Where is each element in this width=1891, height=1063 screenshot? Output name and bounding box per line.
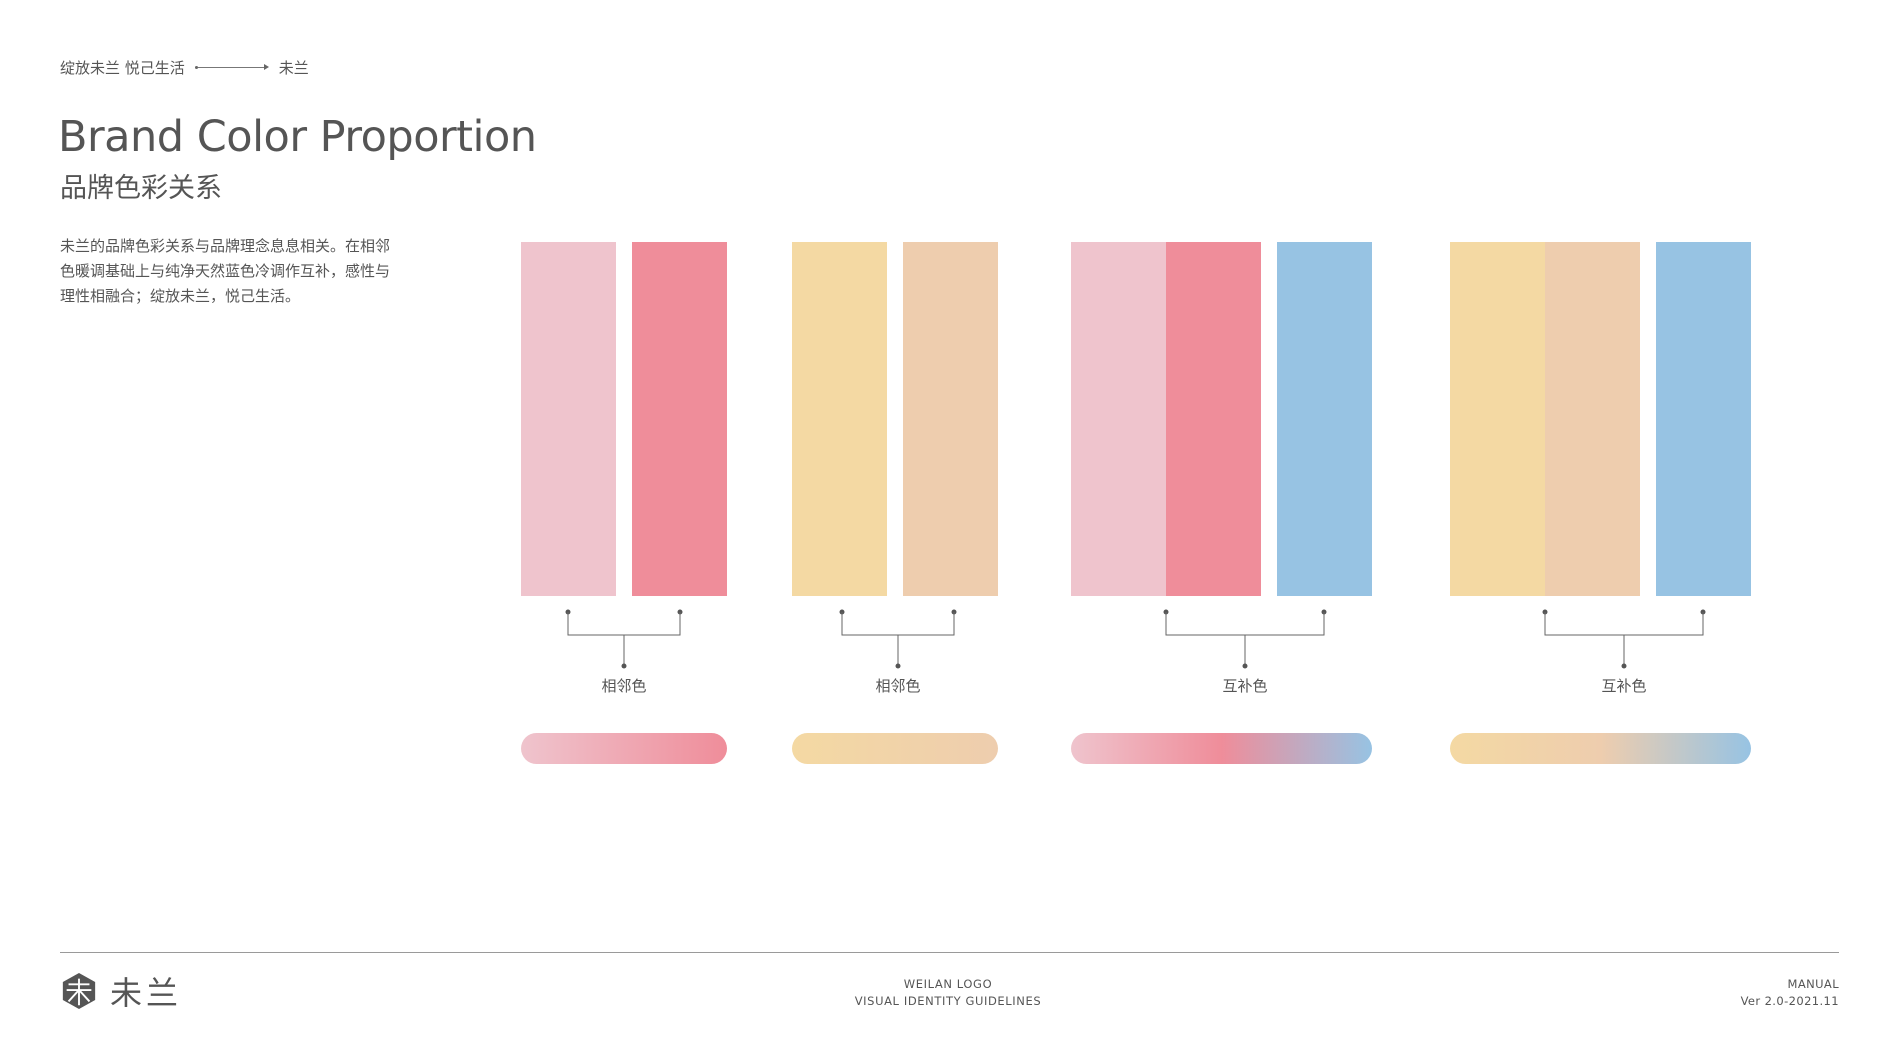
breadcrumb-brand: 未兰 <box>278 58 309 77</box>
group-label: 互补色 <box>1222 677 1268 695</box>
color-swatch <box>792 242 887 596</box>
color-swatch <box>903 242 998 596</box>
color-swatch <box>1166 242 1261 596</box>
footer-center: WEILAN LOGO VISUAL IDENTITY GUIDELINES <box>800 976 1096 1010</box>
footer-version: Ver 2.0-2021.11 <box>1740 994 1839 1008</box>
arrow-right-icon <box>194 64 269 70</box>
footer-divider <box>60 952 1839 953</box>
bracket-connector-icon <box>565 609 683 669</box>
bracket-connector-icon <box>1542 609 1706 669</box>
bracket-connector-icon <box>1163 609 1327 669</box>
gradient-bar <box>792 733 998 764</box>
gradient-bar <box>521 733 727 764</box>
color-swatch <box>1656 242 1751 596</box>
color-swatch <box>632 242 727 596</box>
page-title: Brand Color Proportion <box>58 112 537 162</box>
footer-logo-caption: WEILAN LOGO <box>903 977 993 991</box>
color-swatch <box>1545 242 1640 596</box>
color-swatch <box>1071 242 1166 596</box>
footer-manual-label: MANUAL <box>1787 977 1839 991</box>
footer-guidelines-caption: VISUAL IDENTITY GUIDELINES <box>854 994 1042 1008</box>
description-line: 色暖调基础上与纯净天然蓝色冷调作互补，感性与 <box>60 262 391 280</box>
group-label: 相邻色 <box>601 677 647 695</box>
breadcrumb-slogan: 绽放未兰 悦己生活 <box>60 58 185 77</box>
description-line: 理性相融合；绽放未兰，悦己生活。 <box>60 287 301 305</box>
gradient-bar <box>1071 733 1372 764</box>
footer-right: MANUAL Ver 2.0-2021.11 <box>1640 976 1839 1010</box>
color-swatch <box>1277 242 1372 596</box>
gradient-bar <box>1450 733 1751 764</box>
color-swatch <box>521 242 616 596</box>
description: 未兰的品牌色彩关系与品牌理念息息相关。在相邻 色暖调基础上与纯净天然蓝色冷调作互… <box>60 234 430 309</box>
breadcrumb: 绽放未兰 悦己生活 未兰 <box>60 57 309 77</box>
description-line: 未兰的品牌色彩关系与品牌理念息息相关。在相邻 <box>60 237 391 255</box>
brand-name: 未兰 <box>110 974 183 1012</box>
color-swatch <box>1450 242 1545 596</box>
page-subtitle: 品牌色彩关系 <box>60 173 222 204</box>
group-label: 相邻色 <box>875 677 921 695</box>
group-label: 互补色 <box>1601 677 1647 695</box>
footer-logo: 未兰 <box>60 968 182 1014</box>
bracket-connector-icon <box>839 609 957 669</box>
weilan-logo-icon <box>62 972 96 1010</box>
